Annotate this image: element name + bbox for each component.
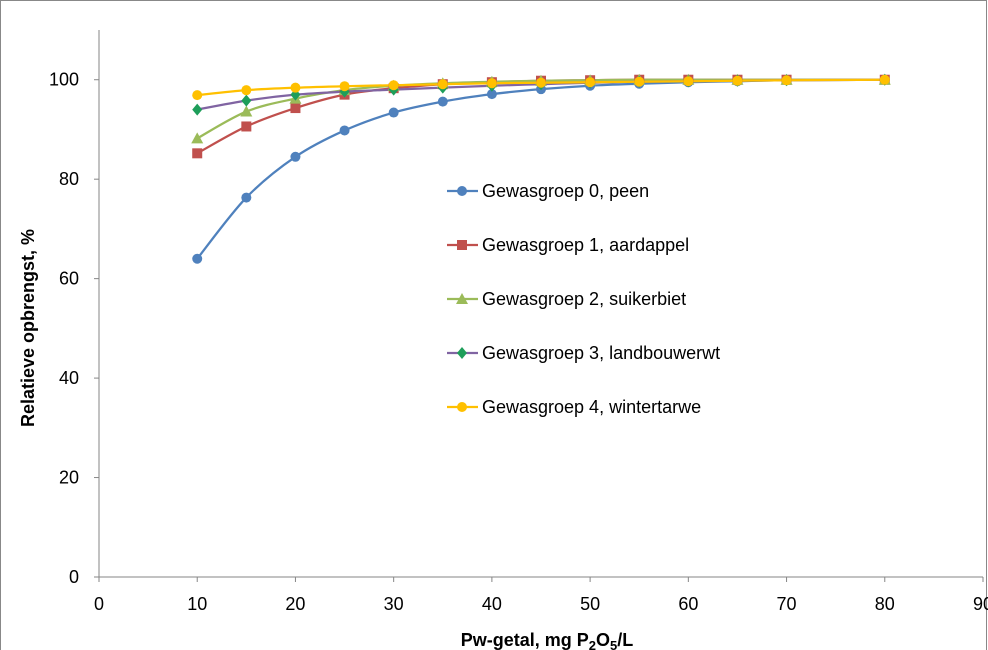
data-point-series-0 [192,253,203,264]
legend-label-2: Gewasgroep 2, suikerbiet [482,289,686,309]
legend-label-1: Gewasgroep 1, aardappel [482,235,689,255]
data-point-series-1 [290,103,301,114]
x-tick-label: 40 [482,594,502,614]
data-point-series-0 [290,151,301,162]
legend-marker-0 [457,186,467,196]
x-axis-title: Pw-getal, mg P2O5/L [461,630,634,650]
x-tick-label: 30 [384,594,404,614]
legend: Gewasgroep 0, peen Gewasgroep 1, aardappe… [447,181,720,417]
data-point-series-3 [192,103,203,116]
data-point-series-1 [192,148,203,159]
legend-label-4: Gewasgroep 4, wintertarwe [482,397,701,417]
data-point-series-0 [241,192,252,203]
y-tick-label: 80 [59,169,79,189]
legend-marker-2 [456,293,468,304]
data-point-series-4 [585,77,596,88]
data-point-series-4 [732,75,743,86]
data-point-series-4 [192,90,203,101]
y-tick-label: 20 [59,468,79,488]
y-tick-label: 40 [59,368,79,388]
data-point-series-4 [683,76,694,87]
y-tick-label: 100 [49,70,79,90]
legend-label-0: Gewasgroep 0, peen [482,181,649,201]
data-point-series-0 [486,89,497,100]
data-point-series-2 [240,105,253,117]
x-tick-label: 0 [94,594,104,614]
legend-label-3: Gewasgroep 3, landbouwerwt [482,343,720,363]
legend-marker-1 [457,240,467,250]
axes: 0 20 40 60 80 100 0 10 20 30 40 50 60 70 80 90 [49,30,988,614]
y-axis-title: Relatieve opbrengst, % [18,229,38,427]
x-tick-label: 10 [187,594,207,614]
x-tick-label: 50 [580,594,600,614]
data-point-series-0 [388,107,399,118]
x-tick-label: 20 [285,594,305,614]
y-tick-label: 0 [69,567,79,587]
x-tick-label: 70 [777,594,797,614]
data-point-series-0 [339,125,350,136]
data-point-series-4 [879,74,890,85]
data-point-series-4 [634,76,645,87]
x-tick-label: 80 [875,594,895,614]
data-point-series-4 [781,75,792,86]
data-point-series-4 [241,85,252,96]
x-tick-label: 90 [973,594,988,614]
legend-marker-4 [457,402,467,412]
data-point-series-4 [536,77,546,88]
y-tick-label: 60 [59,269,79,289]
data-point-series-4 [486,78,497,89]
data-point-series-3 [241,94,252,107]
data-point-series-4 [290,82,301,93]
series-markers [191,73,891,264]
data-point-series-0 [437,96,448,107]
legend-marker-3 [457,347,467,359]
data-point-series-2 [191,132,204,144]
data-point-series-4 [388,80,399,91]
x-tick-label: 60 [678,594,698,614]
data-point-series-1 [241,121,252,132]
data-point-series-4 [339,81,350,92]
data-point-series-4 [437,79,448,90]
